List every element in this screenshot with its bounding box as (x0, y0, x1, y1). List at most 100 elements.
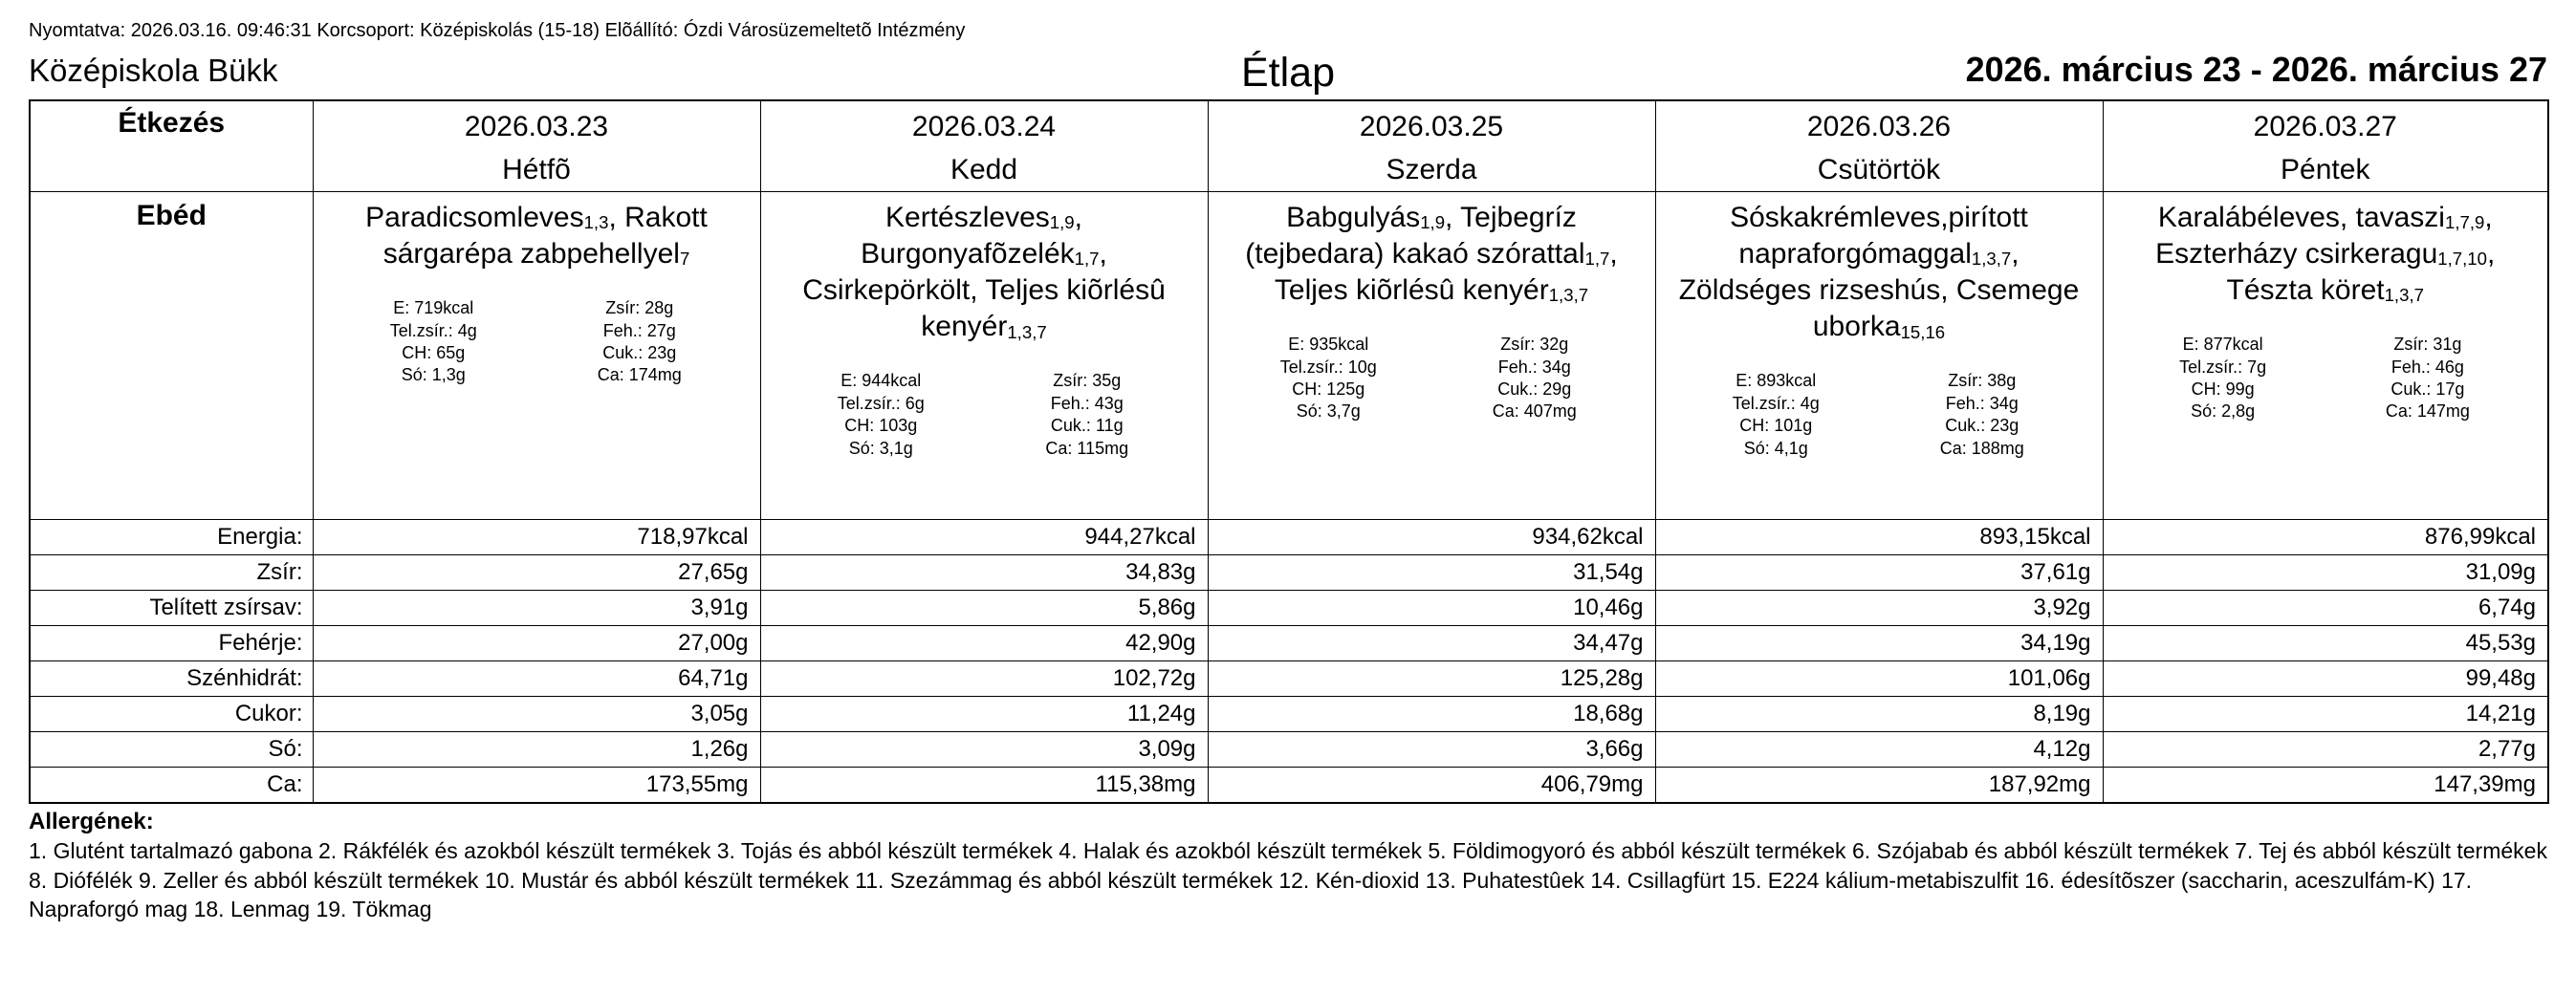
day-header-cell: 2026.03.26 Csütörtök (1654, 99, 2104, 192)
nutrition-right-column: Zsír: 32g Feh.: 34g Cuk.: 29g Ca: 407mg (1492, 335, 1577, 422)
menu-text: Kertészleves1,9, Burgonyafõzelék1,7, Csi… (778, 200, 1190, 345)
summary-value: 187,92mg (1654, 767, 2104, 804)
summary-row: Fehérje: 27,00g 42,90g 34,47g 34,19g 45,53g (29, 625, 2549, 661)
allergen-numbers: 7 (679, 249, 690, 270)
menu-item: , Zöldséges rizseshús, Csemege uborka (1678, 238, 2080, 343)
summary-value: 37,61g (1654, 554, 2104, 591)
summary-row: Ca: 173,55mg 115,38mg 406,79mg 187,92mg 147,3… (29, 767, 2549, 804)
menu-text: Paradicsomleves1,3, Rakott sárgarépa zab… (331, 200, 743, 272)
allergen-numbers: 1,7 (1074, 249, 1100, 270)
day-date: 2026.03.26 (1806, 111, 1952, 142)
summary-row-label: Telített zsírsav: (29, 590, 314, 626)
lunch-menu-cell: Karalábéleves, tavaszi1,7,9, Eszterházy … (2102, 191, 2549, 520)
summary-row: Cukor: 3,05g 11,24g 18,68g 8,19g 14,21g (29, 696, 2549, 732)
summary-value: 934,62kcal (1207, 519, 1656, 555)
allergen-numbers: 15,16 (1900, 321, 1946, 342)
nutrition-left-column: E: 944kcal Tel.zsír.: 6g CH: 103g Só: 3,… (837, 371, 925, 458)
summary-row-label: Szénhidrát: (29, 660, 314, 697)
summary-value: 3,09g (759, 731, 1209, 768)
day-header-cell: 2026.03.27 Péntek (2102, 99, 2549, 192)
nutrition-right-column: Zsír: 38g Feh.: 34g Cuk.: 23g Ca: 188mg (1939, 371, 2024, 458)
day-name: Hétfõ (502, 154, 571, 185)
day-header-cell: 2026.03.23 Hétfõ (312, 99, 761, 192)
lunch-menu-cell: Sóskakrémleves,pirított napraforgómaggal… (1654, 191, 2104, 520)
menu-item: Paradicsomleves (365, 202, 584, 233)
summary-value: 4,12g (1654, 731, 2104, 768)
nutrition-right-column: Zsír: 35g Feh.: 43g Cuk.: 11g Ca: 115mg (1045, 371, 1129, 458)
summary-row-label: Só: (29, 731, 314, 768)
summary-value: 147,39mg (2102, 767, 2549, 804)
nutrition-right-column: Zsír: 28g Feh.: 27g Cuk.: 23g Ca: 174mg (597, 298, 682, 385)
day-header-cell: 2026.03.25 Szerda (1207, 99, 1656, 192)
allergen-numbers: 1,3,7 (2384, 285, 2424, 306)
nutrition-block: E: 719kcal Tel.zsír.: 4g CH: 65g Só: 1,3… (331, 297, 743, 387)
summary-row-label: Fehérje: (29, 625, 314, 661)
summary-value: 6,74g (2102, 590, 2549, 626)
summary-value: 893,15kcal (1654, 519, 2104, 555)
summary-row-label: Cukor: (29, 696, 314, 732)
day-name: Kedd (950, 154, 1018, 185)
summary-row-label: Ca: (29, 767, 314, 804)
meal-column-header: Étkezés (29, 99, 314, 192)
summary-value: 27,00g (312, 625, 761, 661)
summary-value: 31,54g (1207, 554, 1656, 591)
school-name: Középiskola Bükk (29, 53, 278, 88)
summary-value: 34,19g (1654, 625, 2104, 661)
day-date: 2026.03.24 (911, 111, 1057, 142)
summary-value: 42,90g (759, 625, 1209, 661)
summary-value: 406,79mg (1207, 767, 1656, 804)
summary-value: 99,48g (2102, 660, 2549, 697)
allergen-numbers: 1,3,7 (1007, 321, 1047, 342)
print-info: Nyomtatva: 2026.03.16. 09:46:31 Korcsopo… (29, 20, 966, 41)
summary-value: 944,27kcal (759, 519, 1209, 555)
nutrition-block: E: 893kcal Tel.zsír.: 4g CH: 101g Só: 4,… (1673, 370, 2085, 460)
day-date: 2026.03.25 (1359, 111, 1504, 142)
lunch-menu-cell: Kertészleves1,9, Burgonyafõzelék1,7, Csi… (759, 191, 1209, 520)
summary-value: 102,72g (759, 660, 1209, 697)
allergen-numbers: 1,3 (583, 212, 609, 233)
summary-value: 10,46g (1207, 590, 1656, 626)
menu-item: Kertészleves (885, 202, 1050, 233)
summary-value: 5,86g (759, 590, 1209, 626)
menu-text: Babgulyás1,9, Tejbegríz (tejbedara) kaka… (1226, 200, 1638, 309)
allergens-section: Allergének: 1. Glutént tartalmazó gabona… (29, 808, 2547, 924)
summary-value: 64,71g (312, 660, 761, 697)
menu-item: Karalábéleves, tavaszi (2157, 202, 2445, 233)
summary-value: 101,06g (1654, 660, 2104, 697)
menu-item: Babgulyás (1286, 202, 1421, 233)
summary-value: 3,05g (312, 696, 761, 732)
menu-item: Sóskakrémleves,pirított napraforgómaggal (1730, 202, 2028, 271)
menu-text: Sóskakrémleves,pirított napraforgómaggal… (1673, 200, 2085, 345)
allergen-numbers: 1,3,7 (1971, 249, 2012, 270)
nutrition-left-column: E: 877kcal Tel.zsír.: 7g CH: 99g Só: 2,8… (2179, 335, 2267, 422)
day-name: Péntek (2281, 154, 2370, 185)
menu-item: , Tészta köret (2226, 238, 2496, 307)
lunch-menu-cell: Babgulyás1,9, Tejbegríz (tejbedara) kaka… (1207, 191, 1656, 520)
summary-row: Só: 1,26g 3,09g 3,66g 4,12g 2,77g (29, 731, 2549, 768)
menu-item: , Tejbegríz (tejbedara) kakaó szórattal (1245, 202, 1585, 271)
summary-value: 115,38mg (759, 767, 1209, 804)
menu-item: , Teljes kiõrlésû kenyér (1274, 238, 1618, 307)
allergens-list: 1. Glutént tartalmazó gabona 2. Rákfélék… (29, 838, 2547, 922)
allergen-numbers: 1,7 (1584, 249, 1610, 270)
nutrition-block: E: 877kcal Tel.zsír.: 7g CH: 99g Só: 2,8… (2121, 334, 2531, 423)
day-date: 2026.03.27 (2253, 111, 2397, 142)
summary-value: 3,91g (312, 590, 761, 626)
summary-value: 27,65g (312, 554, 761, 591)
day-date: 2026.03.23 (464, 111, 609, 142)
summary-value: 3,92g (1654, 590, 2104, 626)
page-title: Étlap (1240, 50, 1336, 96)
allergens-heading: Allergének: (29, 809, 154, 834)
summary-row-label: Energia: (29, 519, 314, 555)
summary-value: 14,21g (2102, 696, 2549, 732)
summary-value: 34,47g (1207, 625, 1656, 661)
allergen-numbers: 1,7,10 (2437, 249, 2487, 270)
summary-value: 8,19g (1654, 696, 2104, 732)
summary-value: 31,09g (2102, 554, 2549, 591)
date-range: 2026. március 23 - 2026. március 27 (1965, 50, 2547, 89)
allergen-numbers: 1,7,9 (2444, 212, 2485, 233)
menu-text: Karalábéleves, tavaszi1,7,9, Eszterházy … (2121, 200, 2531, 309)
summary-row: Szénhidrát: 64,71g 102,72g 125,28g 101,06g 99… (29, 660, 2549, 697)
lunch-menu-cell: Paradicsomleves1,3, Rakott sárgarépa zab… (312, 191, 761, 520)
